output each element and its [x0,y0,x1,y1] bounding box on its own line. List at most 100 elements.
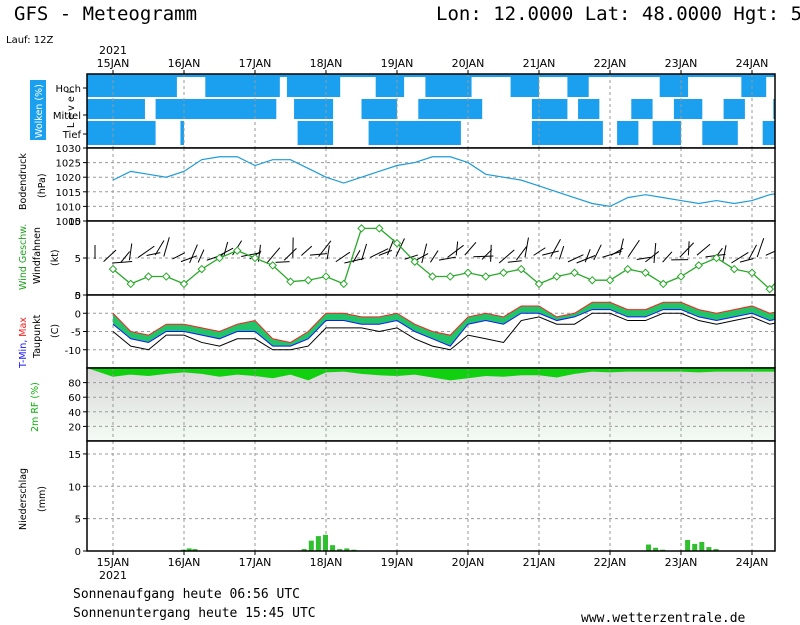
date-tick-label: 16JAN [168,556,201,569]
wind-speed-point [392,238,402,248]
temp-title: T-Min, Max [18,317,29,369]
date-tick-label: 24JAN [736,556,769,569]
wind-barb [687,241,690,256]
website-link[interactable]: www.wetterzentrale.de [581,611,746,625]
y-tick-label: 1020 [56,173,81,184]
pressure-series-line [112,156,775,208]
sunrise-text: Sonnenaufgang heute 06:56 UTC [73,587,300,602]
wind-barb [180,255,198,263]
cloud-block [673,99,703,119]
precip-bar [192,549,198,551]
wind-barb [395,238,405,257]
wind-barb [498,249,515,264]
pressure-title: Bodendruck [18,153,29,210]
date-tick-label: 22JAN [594,57,627,70]
wind-barb [662,251,673,263]
temp-unit: (C) [50,324,61,338]
temp-subtitle: Taupunkt [32,314,43,359]
y-tick-label: 1030 [56,144,81,155]
cloud-block [741,77,767,97]
wind-title: Wind Geschw. [18,224,29,290]
cloud-block [368,121,397,145]
wind-speed-point [197,264,206,274]
wind-barb [301,245,313,256]
date-axis-bottom: 15JAN 16JAN 17JAN 18JAN 19JAN 20JAN 21JAN 22JAN… [97,551,769,569]
precip-bar [653,547,659,551]
temp-range-area [113,302,775,347]
date-tick-label: 17JAN [239,57,272,70]
cloud-block [375,77,405,97]
wind-speed-point [570,268,579,278]
date-tick-label: 21JAN [523,57,556,70]
wind-speed-point [410,257,419,266]
cloud-block [762,121,775,145]
wind-speed-point [588,275,597,285]
rh-area [87,368,775,381]
y-tick-label: 1005 [56,217,81,228]
wind-barb [593,244,602,261]
precip-bar [706,547,712,551]
y-tick-label: -10 [65,346,81,357]
wind-barb [679,242,695,258]
wind-barb [748,244,758,261]
precip-bar [699,541,705,551]
cloud-block [397,121,461,145]
date-tick-label: 21JAN [523,556,556,569]
wind-barb [404,254,419,260]
precip-bar [692,543,698,551]
wind-barb [619,238,624,256]
cloud-block [531,121,603,145]
level-label: Mittel [53,111,81,122]
wind-barb [352,249,361,263]
wind-speed-point [339,279,348,289]
wind-speed-point [552,272,561,281]
cloud-block [659,77,689,97]
wind-barb [653,243,657,264]
precip-bar [186,548,192,551]
precip-unit: (mm) [37,486,48,512]
precip-title: Niederschlag [18,468,29,530]
wind-speed-point [481,272,490,281]
wind-speed-point [179,279,189,289]
y-tick-label: 10 [68,217,81,228]
date-tick-label: 23JAN [665,57,698,70]
date-tick-label: 19JAN [381,57,414,70]
wind-barb [378,249,393,256]
wind-speed-point [783,264,792,274]
wind-speed-point [747,268,757,278]
svg-text:T-Min, Max: T-Min, Max [18,317,29,369]
precip-bar [337,549,343,551]
wind-barb [490,244,492,262]
precip-bar [330,545,336,551]
panel-bg [87,441,775,551]
wind-speed-point [659,279,668,289]
date-tick-label: 19JAN [381,556,414,569]
y-tick-label: 80 [68,379,81,390]
precip-bar [301,549,307,551]
y-tick-label: -5 [71,328,81,339]
date-tick-label: 17JAN [239,556,272,569]
level-label: Hoch [56,84,81,95]
cloud-axis-title: Wolken (%) [30,80,46,140]
date-tick-label: 18JAN [310,556,343,569]
wind-barb [516,246,528,261]
wind-barb [774,254,775,256]
wind-barb [197,249,205,263]
panel-border [86,440,776,552]
wind-speed-point [321,272,331,281]
date-tick-label: 22JAN [594,556,627,569]
wind-speed-point [499,268,508,278]
cloud-block [723,99,745,119]
wind-barb [361,243,368,261]
rh-title: 2m RF (%) [30,382,41,432]
wind-barb [567,254,584,263]
date-tick-label: 23JAN [665,556,698,569]
pressure-unit: (hPa) [37,173,48,198]
precip-bar [308,540,314,551]
wind-speed-point [286,277,295,286]
wind-barb [283,248,297,261]
pressure-panel: 1005 1010 1015 1020 1025 1030 [56,144,776,228]
wind-barb [189,244,198,264]
cloud-block [418,99,483,119]
date-tick-label: 15JAN [97,556,130,569]
